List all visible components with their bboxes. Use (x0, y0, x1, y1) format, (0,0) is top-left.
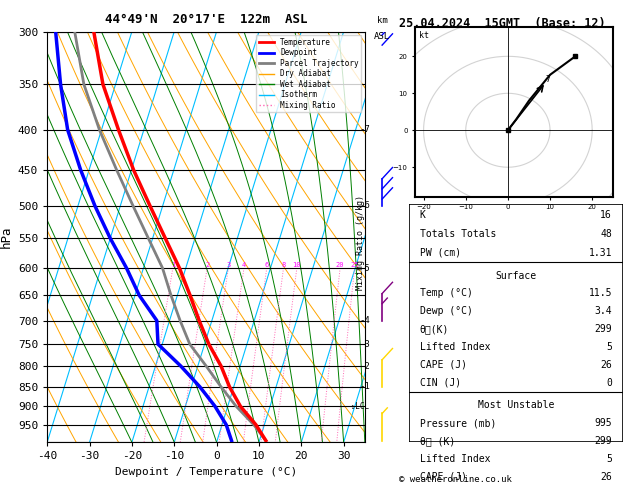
Text: Lifted Index: Lifted Index (420, 454, 490, 464)
X-axis label: Dewpoint / Temperature (°C): Dewpoint / Temperature (°C) (115, 467, 297, 477)
Text: -4: -4 (359, 316, 370, 325)
Text: -6: -6 (359, 201, 370, 210)
Text: 2: 2 (205, 262, 209, 268)
Text: 20: 20 (336, 262, 345, 268)
Text: 4: 4 (242, 262, 246, 268)
Text: -3: -3 (359, 340, 370, 348)
Text: -7: -7 (359, 125, 370, 134)
Text: θᴄ(K): θᴄ(K) (420, 324, 449, 334)
Text: CAPE (J): CAPE (J) (420, 360, 467, 370)
Text: 3.4: 3.4 (594, 306, 612, 316)
Text: PW (cm): PW (cm) (420, 248, 460, 258)
Text: K: K (420, 210, 425, 220)
Text: Mixing Ratio (g/kg): Mixing Ratio (g/kg) (356, 195, 365, 291)
Text: 3: 3 (226, 262, 230, 268)
Text: Dewp (°C): Dewp (°C) (420, 306, 472, 316)
Text: 1: 1 (170, 262, 175, 268)
Text: 48: 48 (600, 229, 612, 239)
Text: 7: 7 (546, 75, 551, 84)
Text: -5: -5 (359, 263, 370, 273)
Text: CAPE (J): CAPE (J) (420, 472, 467, 482)
Text: 8: 8 (281, 262, 286, 268)
Text: Pressure (mb): Pressure (mb) (420, 418, 496, 428)
Text: 16: 16 (600, 210, 612, 220)
Text: Lifted Index: Lifted Index (420, 342, 490, 352)
Text: km: km (377, 16, 387, 24)
Text: -1: -1 (359, 382, 370, 391)
Text: -2: -2 (359, 362, 370, 371)
Text: 25.04.2024  15GMT  (Base: 12): 25.04.2024 15GMT (Base: 12) (399, 17, 606, 30)
Text: 11.5: 11.5 (589, 288, 612, 298)
Text: Totals Totals: Totals Totals (420, 229, 496, 239)
Text: 26: 26 (600, 472, 612, 482)
Text: -₁LCL: -₁LCL (347, 402, 370, 411)
Text: 25: 25 (350, 262, 359, 268)
Text: θᴄ (K): θᴄ (K) (420, 436, 455, 446)
Text: 1.31: 1.31 (589, 248, 612, 258)
Text: © weatheronline.co.uk: © weatheronline.co.uk (399, 474, 512, 484)
Text: 0: 0 (606, 378, 612, 388)
Title: 44°49'N  20°17'E  122m  ASL: 44°49'N 20°17'E 122m ASL (105, 13, 307, 26)
Text: 5: 5 (606, 454, 612, 464)
Y-axis label: hPa: hPa (0, 226, 13, 248)
Text: 26: 26 (600, 360, 612, 370)
Text: 995: 995 (594, 418, 612, 428)
Text: Surface: Surface (495, 271, 537, 280)
Text: 299: 299 (594, 324, 612, 334)
Text: 299: 299 (594, 436, 612, 446)
Text: kt: kt (420, 31, 430, 40)
Text: 5: 5 (606, 342, 612, 352)
Text: ASL: ASL (374, 32, 390, 41)
Text: Most Unstable: Most Unstable (477, 400, 554, 410)
Legend: Temperature, Dewpoint, Parcel Trajectory, Dry Adiabat, Wet Adiabat, Isotherm, Mi: Temperature, Dewpoint, Parcel Trajectory… (257, 35, 361, 112)
Text: Temp (°C): Temp (°C) (420, 288, 472, 298)
Text: CIN (J): CIN (J) (420, 378, 460, 388)
Text: 6: 6 (265, 262, 269, 268)
Text: 10: 10 (292, 262, 301, 268)
